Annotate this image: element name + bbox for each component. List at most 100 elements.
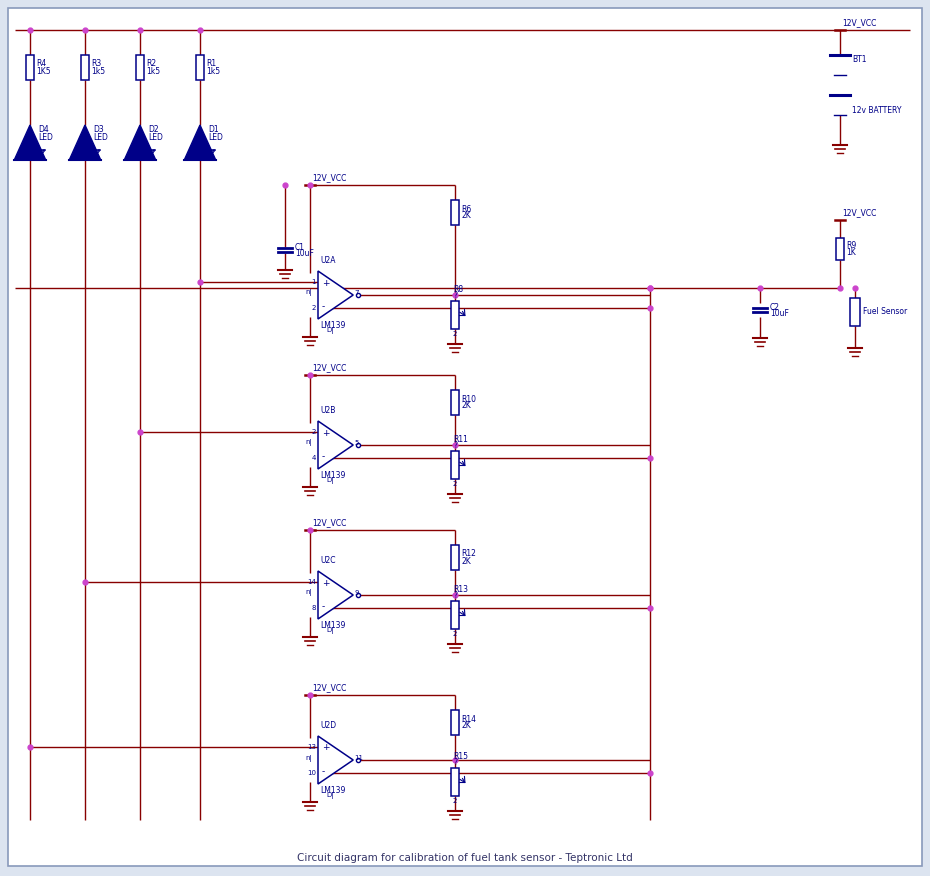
- Text: R9: R9: [846, 241, 857, 250]
- Text: D|: D|: [326, 792, 334, 799]
- Text: n|: n|: [305, 289, 312, 296]
- Text: U2A: U2A: [320, 256, 336, 265]
- Bar: [451, 200, 459, 225]
- Text: LM139: LM139: [320, 786, 345, 795]
- Text: 10uF: 10uF: [770, 308, 789, 317]
- Text: R10: R10: [461, 394, 476, 404]
- Text: 2K: 2K: [461, 556, 471, 566]
- Text: 12V_VCC: 12V_VCC: [312, 518, 346, 527]
- Text: 2: 2: [453, 481, 458, 487]
- Text: 1k5: 1k5: [206, 67, 220, 75]
- Text: ?: ?: [453, 441, 457, 450]
- Text: D1: D1: [208, 124, 219, 133]
- Text: D|: D|: [326, 477, 334, 484]
- Bar: [451, 301, 459, 329]
- Text: 2: 2: [453, 798, 458, 804]
- Text: C2: C2: [770, 302, 780, 312]
- Text: U2B: U2B: [320, 406, 336, 415]
- Bar: [196, 55, 204, 80]
- Text: R8: R8: [453, 285, 463, 294]
- Text: 12V_VCC: 12V_VCC: [312, 363, 346, 372]
- Text: U2C: U2C: [320, 556, 336, 565]
- Text: -: -: [322, 453, 326, 462]
- Text: U2D: U2D: [320, 721, 336, 730]
- Text: +: +: [322, 578, 329, 588]
- Text: 2: 2: [453, 631, 458, 637]
- Text: LM139: LM139: [320, 621, 345, 630]
- Text: 12V_VCC: 12V_VCC: [312, 173, 346, 182]
- Text: 1K5: 1K5: [36, 67, 50, 75]
- Text: 4: 4: [312, 456, 316, 461]
- Polygon shape: [14, 125, 46, 160]
- Text: 2K: 2K: [461, 401, 471, 411]
- Text: 10: 10: [307, 770, 316, 776]
- Text: +: +: [322, 744, 329, 752]
- Bar: [451, 545, 459, 570]
- Text: 8: 8: [312, 605, 316, 611]
- Text: C1: C1: [295, 243, 305, 251]
- Bar: [451, 710, 459, 735]
- Polygon shape: [318, 571, 353, 619]
- Polygon shape: [318, 271, 353, 319]
- Text: R13: R13: [453, 585, 468, 594]
- Text: D3: D3: [93, 124, 104, 133]
- Text: 2K: 2K: [461, 722, 471, 731]
- Text: D2: D2: [148, 124, 159, 133]
- Text: R11: R11: [453, 435, 468, 444]
- Text: R3: R3: [91, 60, 101, 68]
- Text: 12V_VCC: 12V_VCC: [842, 208, 876, 217]
- Bar: [451, 451, 459, 479]
- Text: 2: 2: [312, 305, 316, 311]
- Text: R2: R2: [146, 60, 156, 68]
- Text: LED: LED: [208, 132, 223, 142]
- Text: ?: ?: [453, 291, 457, 300]
- Text: R1: R1: [206, 60, 216, 68]
- Bar: [81, 55, 89, 80]
- Text: 12V_VCC: 12V_VCC: [842, 18, 876, 27]
- Text: 12V_VCC: 12V_VCC: [312, 683, 346, 692]
- Text: 2K: 2K: [461, 211, 471, 221]
- Text: Circuit diagram for calibration of fuel tank sensor - Teptronic Ltd: Circuit diagram for calibration of fuel …: [297, 853, 633, 863]
- Polygon shape: [318, 421, 353, 469]
- Text: n|: n|: [305, 754, 312, 761]
- Text: +: +: [322, 279, 329, 287]
- Text: 10uF: 10uF: [295, 249, 313, 258]
- Text: 1: 1: [312, 279, 316, 285]
- Text: LM139: LM139: [320, 321, 345, 330]
- Text: -: -: [322, 302, 326, 312]
- Text: 14: 14: [307, 579, 316, 585]
- Bar: [451, 390, 459, 415]
- Text: D|: D|: [326, 327, 334, 334]
- Text: 2: 2: [312, 428, 316, 434]
- Text: ?: ?: [453, 591, 457, 600]
- Text: 1k5: 1k5: [91, 67, 105, 75]
- Text: 9: 9: [354, 590, 359, 596]
- Text: 1K: 1K: [846, 248, 856, 257]
- Text: ?: ?: [453, 758, 457, 767]
- Text: 11: 11: [354, 755, 364, 761]
- Bar: [451, 601, 459, 629]
- Text: R14: R14: [461, 715, 476, 724]
- Text: 13: 13: [307, 744, 316, 750]
- Text: +: +: [322, 428, 329, 437]
- Bar: [836, 238, 844, 260]
- Polygon shape: [318, 736, 353, 784]
- Text: D4: D4: [38, 124, 48, 133]
- Text: Fuel Sensor: Fuel Sensor: [863, 307, 908, 316]
- Text: BT1: BT1: [852, 55, 867, 64]
- Text: 7: 7: [354, 290, 359, 296]
- Text: D|: D|: [326, 627, 334, 634]
- Text: LED: LED: [148, 132, 163, 142]
- Bar: [451, 768, 459, 796]
- Text: R15: R15: [453, 752, 468, 761]
- Text: R4: R4: [36, 60, 47, 68]
- Polygon shape: [125, 125, 155, 160]
- Text: LM139: LM139: [320, 471, 345, 480]
- Text: n|: n|: [305, 440, 312, 447]
- Text: -: -: [322, 767, 326, 776]
- Text: 1k5: 1k5: [146, 67, 160, 75]
- Bar: [26, 55, 34, 80]
- Text: -: -: [322, 603, 326, 611]
- Text: 2: 2: [453, 331, 458, 337]
- Text: n|: n|: [305, 590, 312, 597]
